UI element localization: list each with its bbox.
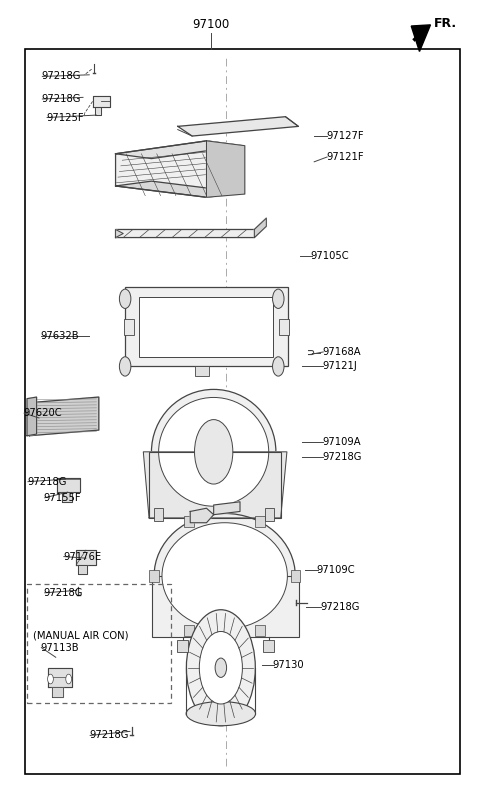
Text: 97121J: 97121J xyxy=(323,362,357,371)
Polygon shape xyxy=(254,218,266,237)
Text: 97130: 97130 xyxy=(273,660,304,671)
Bar xyxy=(152,576,300,638)
Polygon shape xyxy=(411,25,431,52)
Circle shape xyxy=(120,357,131,376)
Polygon shape xyxy=(93,96,110,107)
Text: 97105C: 97105C xyxy=(311,251,349,261)
Bar xyxy=(184,625,194,636)
Bar xyxy=(263,640,275,651)
Text: 97218G: 97218G xyxy=(44,587,83,598)
Bar xyxy=(124,319,134,335)
Polygon shape xyxy=(78,565,87,575)
Circle shape xyxy=(215,658,227,677)
Text: 97168A: 97168A xyxy=(323,347,361,357)
Ellipse shape xyxy=(186,701,255,725)
Text: (MANUAL AIR CON): (MANUAL AIR CON) xyxy=(33,630,129,641)
Polygon shape xyxy=(190,508,214,523)
Bar xyxy=(184,516,194,527)
Bar xyxy=(125,287,288,366)
Polygon shape xyxy=(214,502,240,515)
Circle shape xyxy=(48,674,53,684)
Polygon shape xyxy=(116,141,242,159)
Bar xyxy=(265,508,275,521)
Bar xyxy=(149,571,158,582)
Text: 97176E: 97176E xyxy=(63,551,101,562)
Text: 97218G: 97218G xyxy=(323,453,362,462)
Circle shape xyxy=(194,420,233,484)
Bar xyxy=(27,584,170,703)
Circle shape xyxy=(66,674,72,684)
Text: 97620C: 97620C xyxy=(23,408,62,418)
Polygon shape xyxy=(116,218,266,237)
Bar xyxy=(140,297,273,357)
Ellipse shape xyxy=(162,523,288,629)
Circle shape xyxy=(120,289,131,308)
Polygon shape xyxy=(116,181,242,197)
Bar xyxy=(291,571,300,582)
Ellipse shape xyxy=(152,390,276,514)
Text: 97218G: 97218G xyxy=(321,601,360,612)
Text: 97218G: 97218G xyxy=(89,730,129,740)
Polygon shape xyxy=(57,478,80,492)
Bar xyxy=(154,508,163,521)
Text: $\boldsymbol{\supset}$: $\boldsymbol{\supset}$ xyxy=(305,348,316,358)
Text: FR.: FR. xyxy=(434,17,457,30)
Bar xyxy=(194,366,209,376)
Bar xyxy=(177,640,188,651)
Polygon shape xyxy=(116,141,242,197)
Ellipse shape xyxy=(154,513,295,638)
Polygon shape xyxy=(29,397,99,436)
Polygon shape xyxy=(76,550,96,565)
Text: 97100: 97100 xyxy=(192,19,230,31)
Polygon shape xyxy=(62,492,72,502)
Text: 97632B: 97632B xyxy=(40,331,79,341)
Circle shape xyxy=(273,289,284,308)
Polygon shape xyxy=(27,397,36,436)
Polygon shape xyxy=(52,687,63,696)
Circle shape xyxy=(199,632,242,704)
Bar xyxy=(279,319,289,335)
Text: 97109C: 97109C xyxy=(317,565,355,575)
Polygon shape xyxy=(116,229,123,237)
Text: 97109A: 97109A xyxy=(323,437,361,447)
Text: 97218G: 97218G xyxy=(41,94,81,104)
Polygon shape xyxy=(95,107,101,115)
Text: 97121F: 97121F xyxy=(326,152,364,162)
Circle shape xyxy=(186,610,255,725)
Polygon shape xyxy=(48,667,72,687)
Bar xyxy=(255,516,265,527)
Polygon shape xyxy=(144,452,287,518)
Text: 97218G: 97218G xyxy=(27,477,67,487)
Polygon shape xyxy=(178,117,299,136)
Bar xyxy=(255,625,265,636)
Ellipse shape xyxy=(158,398,269,506)
Text: 97127F: 97127F xyxy=(326,131,364,141)
Text: 97155F: 97155F xyxy=(44,493,82,503)
Polygon shape xyxy=(206,141,245,197)
Text: 97218G: 97218G xyxy=(41,72,81,82)
Circle shape xyxy=(273,357,284,376)
Text: 97125F: 97125F xyxy=(46,112,84,123)
Text: 97113B: 97113B xyxy=(40,642,79,653)
Bar xyxy=(149,452,281,518)
